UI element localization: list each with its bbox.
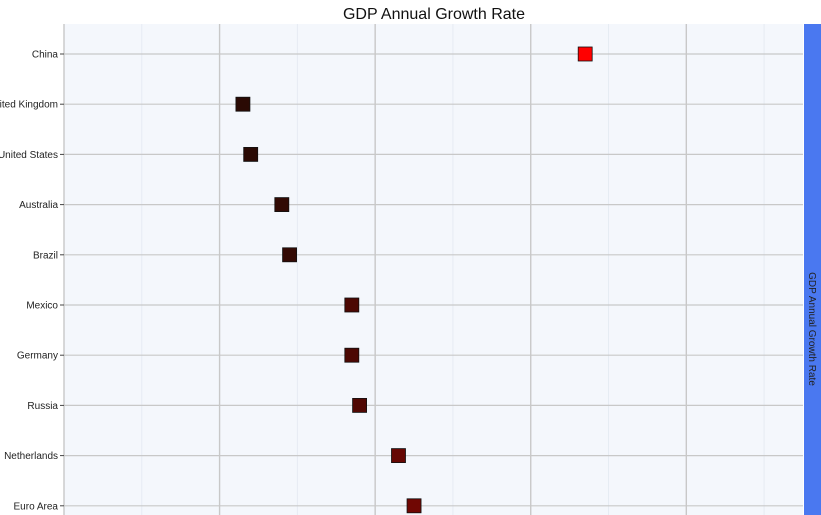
y-tick-label: Brazil: [33, 250, 58, 261]
y-tick-label: Australia: [19, 200, 58, 211]
chart-title: GDP Annual Growth Rate: [343, 6, 525, 23]
y-tick-label: China: [32, 50, 59, 61]
data-point: [391, 448, 406, 464]
data-point: [352, 397, 368, 413]
y-tick-label: Russia: [27, 401, 58, 412]
data-point: [282, 247, 297, 263]
y-tick-label: Netherlands: [4, 451, 58, 462]
y-tick-label: Germany: [17, 351, 58, 362]
data-points: [235, 46, 593, 514]
facet-strip-label: GDP Annual Growth Rate: [806, 272, 817, 386]
data-point: [577, 46, 593, 62]
y-axis-labels: China United Kingdom United States Australi…: [0, 50, 58, 513]
y-tick-label: United Kingdom: [0, 100, 58, 111]
data-point: [344, 347, 360, 363]
data-point: [274, 197, 290, 213]
data-point: [344, 297, 360, 313]
grid-layer: [63, 24, 803, 515]
data-point: [406, 498, 422, 514]
y-tick-label: United States: [0, 150, 58, 161]
y-axis-ticks: [60, 53, 64, 507]
facet-strip: [804, 24, 821, 515]
plot-background: [64, 24, 803, 515]
data-point: [243, 146, 259, 162]
data-point: [235, 96, 251, 112]
y-tick-label: Euro Area: [14, 501, 59, 512]
y-tick-label: Mexico: [26, 301, 58, 312]
